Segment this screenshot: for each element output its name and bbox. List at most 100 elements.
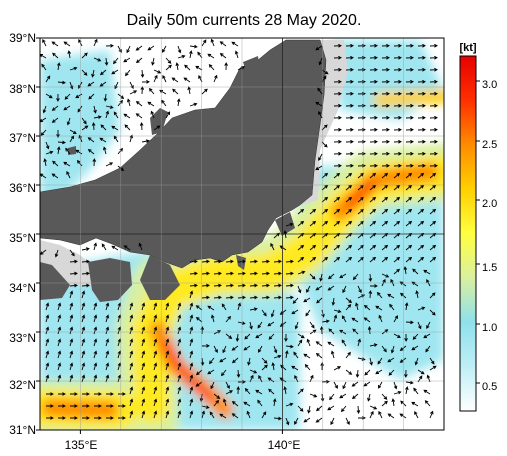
current-arrow bbox=[283, 386, 287, 395]
current-arrow bbox=[333, 139, 342, 144]
lat-label: 39°N bbox=[9, 31, 36, 45]
current-arrow bbox=[105, 314, 110, 323]
current-arrow bbox=[129, 398, 134, 407]
current-arrow bbox=[105, 338, 110, 347]
current-arrow bbox=[165, 302, 170, 311]
current-arrow bbox=[412, 268, 419, 275]
current-arrow bbox=[82, 416, 90, 420]
current-arrow bbox=[404, 333, 408, 342]
current-arrow bbox=[151, 57, 155, 66]
current-arrow bbox=[165, 386, 170, 395]
current-arrow bbox=[222, 345, 227, 354]
current-arrow bbox=[424, 400, 431, 407]
current-arrow bbox=[368, 290, 373, 299]
current-arrow bbox=[321, 379, 330, 384]
current-arrow bbox=[405, 208, 413, 215]
current-arrow bbox=[404, 302, 409, 311]
current-arrow bbox=[423, 269, 431, 275]
current-arrow bbox=[219, 357, 227, 363]
current-arrow bbox=[426, 321, 431, 330]
lat-label: 32°N bbox=[9, 378, 36, 392]
current-arrow bbox=[381, 273, 390, 278]
sado-island bbox=[243, 56, 260, 78]
current-arrow bbox=[117, 314, 122, 323]
current-arrow bbox=[237, 259, 246, 264]
current-arrow bbox=[367, 326, 372, 335]
current-arrow bbox=[91, 69, 95, 78]
current-arrow bbox=[345, 67, 354, 72]
current-arrow bbox=[189, 362, 194, 371]
current-arrow bbox=[117, 350, 122, 359]
current-arrow bbox=[63, 105, 71, 111]
current-arrow bbox=[126, 45, 131, 54]
current-arrow bbox=[327, 341, 335, 347]
current-arrow bbox=[381, 79, 390, 84]
current-arrow bbox=[297, 244, 305, 251]
current-arrow bbox=[177, 362, 182, 371]
lat-label: 31°N bbox=[9, 423, 36, 437]
current-arrow bbox=[249, 369, 258, 374]
current-arrow bbox=[213, 330, 222, 335]
current-arrow bbox=[345, 244, 353, 251]
current-arrow bbox=[113, 111, 119, 119]
current-arrow bbox=[333, 43, 342, 48]
current-arrow bbox=[369, 163, 378, 168]
current-arrow bbox=[88, 93, 95, 100]
current-arrow bbox=[231, 401, 239, 407]
current-arrow bbox=[92, 158, 97, 167]
current-arrow bbox=[381, 244, 389, 251]
current-arrow bbox=[213, 74, 218, 83]
current-arrow bbox=[355, 369, 360, 378]
current-arrow bbox=[294, 321, 299, 330]
current-arrow bbox=[345, 55, 354, 60]
current-arrow bbox=[201, 410, 206, 419]
current-arrow bbox=[333, 366, 342, 371]
current-arrow bbox=[225, 381, 230, 390]
current-arrow bbox=[81, 125, 89, 131]
current-arrow bbox=[417, 127, 426, 132]
current-arrow bbox=[45, 362, 50, 371]
current-arrow bbox=[257, 399, 263, 407]
current-arrow bbox=[417, 321, 422, 330]
current-arrow bbox=[284, 333, 288, 342]
current-arrow bbox=[261, 271, 270, 276]
current-arrow bbox=[165, 314, 170, 323]
current-arrow bbox=[177, 398, 182, 407]
current-arrow bbox=[65, 147, 71, 155]
current-arrow bbox=[126, 98, 131, 107]
current-arrow bbox=[345, 184, 353, 191]
current-arrow bbox=[297, 270, 306, 275]
current-arrow bbox=[261, 357, 268, 364]
current-arrow bbox=[244, 387, 251, 395]
current-arrow bbox=[258, 345, 263, 353]
current-arrow bbox=[345, 115, 354, 120]
current-arrow bbox=[129, 338, 134, 347]
current-arrow bbox=[189, 338, 194, 347]
current-arrow bbox=[177, 314, 182, 323]
current-arrow bbox=[75, 93, 83, 99]
current-arrow bbox=[307, 405, 311, 414]
awaji-island bbox=[103, 265, 112, 280]
current-arrow bbox=[201, 405, 210, 409]
current-arrow bbox=[417, 79, 426, 84]
current-arrow bbox=[352, 393, 359, 400]
current-arrow bbox=[369, 127, 378, 132]
current-arrow bbox=[333, 79, 342, 84]
current-arrow bbox=[390, 345, 395, 354]
current-arrow bbox=[381, 115, 390, 120]
current-arrow bbox=[231, 41, 239, 47]
current-arrow bbox=[66, 170, 71, 179]
current-arrow bbox=[225, 295, 234, 300]
current-arrow bbox=[273, 345, 278, 354]
colorbar-unit: [kt] bbox=[459, 42, 476, 54]
current-arrow bbox=[234, 50, 239, 59]
current-arrow bbox=[355, 302, 359, 311]
current-arrow bbox=[57, 350, 62, 359]
current-arrow bbox=[415, 290, 419, 299]
current-arrow bbox=[399, 413, 407, 419]
lat-label: 38°N bbox=[9, 82, 36, 96]
current-arrow bbox=[393, 381, 398, 390]
current-arrow bbox=[139, 122, 144, 131]
current-arrow bbox=[162, 45, 167, 53]
map-area bbox=[40, 38, 444, 430]
